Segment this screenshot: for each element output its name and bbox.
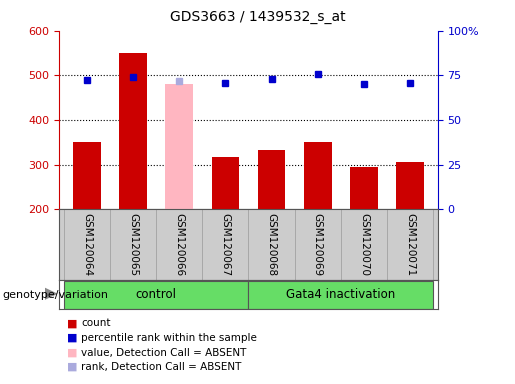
Text: GSM120066: GSM120066 xyxy=(174,213,184,276)
Bar xyxy=(350,167,377,209)
Text: GSM120071: GSM120071 xyxy=(405,213,415,276)
Bar xyxy=(64,281,248,309)
Text: value, Detection Call = ABSENT: value, Detection Call = ABSENT xyxy=(81,348,247,358)
Bar xyxy=(248,281,433,309)
Text: ■: ■ xyxy=(67,362,77,372)
Text: genotype/variation: genotype/variation xyxy=(3,290,109,300)
Bar xyxy=(212,157,239,209)
Text: ■: ■ xyxy=(67,348,77,358)
Bar xyxy=(258,151,285,209)
Bar xyxy=(304,142,332,209)
Polygon shape xyxy=(45,288,58,300)
Text: GDS3663 / 1439532_s_at: GDS3663 / 1439532_s_at xyxy=(169,10,346,23)
Bar xyxy=(119,53,147,209)
Bar xyxy=(396,162,424,209)
Text: GSM120067: GSM120067 xyxy=(220,213,230,276)
Text: ■: ■ xyxy=(67,333,77,343)
Text: GSM120070: GSM120070 xyxy=(359,213,369,276)
Text: rank, Detection Call = ABSENT: rank, Detection Call = ABSENT xyxy=(81,362,242,372)
Text: ■: ■ xyxy=(67,318,77,328)
Text: count: count xyxy=(81,318,111,328)
Text: GSM120068: GSM120068 xyxy=(267,213,277,276)
Text: percentile rank within the sample: percentile rank within the sample xyxy=(81,333,258,343)
Text: GSM120069: GSM120069 xyxy=(313,213,323,276)
Bar xyxy=(165,84,193,209)
Text: control: control xyxy=(135,288,177,301)
Text: GSM120064: GSM120064 xyxy=(82,213,92,276)
Text: Gata4 inactivation: Gata4 inactivation xyxy=(286,288,396,301)
Bar xyxy=(73,142,101,209)
Text: GSM120065: GSM120065 xyxy=(128,213,138,276)
